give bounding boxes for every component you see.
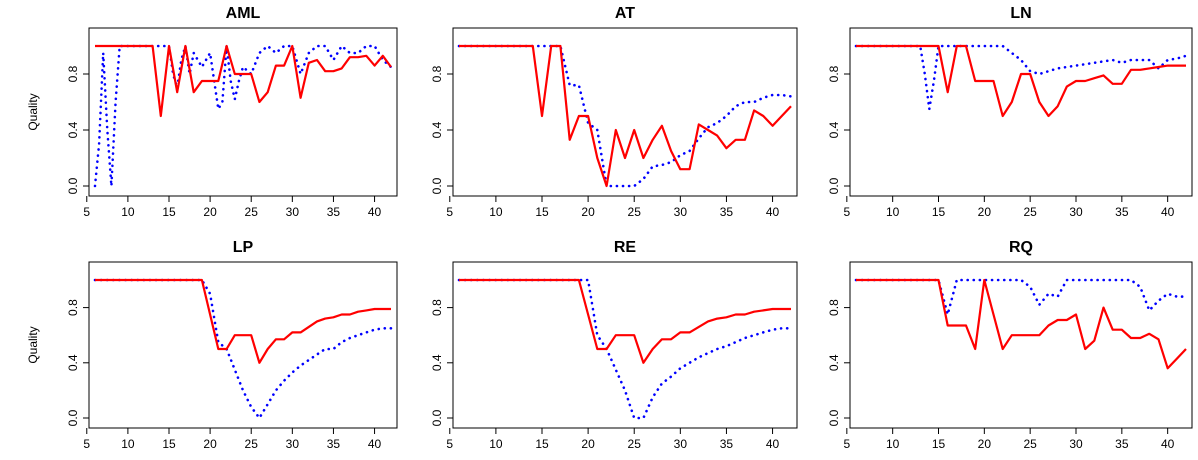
x-tick-label: 30 — [286, 437, 300, 451]
series-line-dotted-blue — [93, 278, 393, 420]
chart-title: RQ — [1009, 239, 1033, 256]
chart-title: AML — [226, 5, 261, 22]
x-tick-label: 35 — [720, 437, 734, 451]
x-tick-label: 10 — [489, 437, 503, 451]
series-line-solid-red — [95, 278, 391, 364]
x-tick-label: 20 — [203, 437, 217, 451]
y-tick-label: 0.8 — [66, 299, 80, 316]
y-axis-label: Quality — [26, 326, 40, 363]
series-line-solid-red — [856, 44, 1186, 118]
y-tick-label: 0.8 — [66, 65, 80, 82]
y-tick-label: 0.4 — [430, 121, 444, 138]
x-tick-label: 10 — [489, 205, 503, 219]
x-tick-label: 20 — [581, 437, 595, 451]
chart-title: LN — [1010, 5, 1031, 22]
x-tick-label: 30 — [1069, 437, 1083, 451]
x-tick-label: 5 — [843, 437, 850, 451]
x-tick-label: 20 — [581, 205, 595, 219]
x-tick-label: 20 — [203, 205, 217, 219]
y-tick-label: 0.8 — [430, 299, 444, 316]
y-tick-label: 0.4 — [827, 354, 841, 371]
y-tick-label: 0.4 — [827, 121, 841, 138]
x-tick-label: 10 — [121, 205, 135, 219]
chart-panel-rq: RQ 5 10 15 20 25 30 35 40 0.0 0.4 0.8 — [827, 239, 1193, 451]
x-tick-label: 25 — [628, 205, 642, 219]
x-tick-label: 5 — [83, 437, 90, 451]
x-tick-label: 15 — [932, 437, 946, 451]
x-tick-label: 25 — [245, 437, 259, 451]
series-line-solid-red — [95, 44, 392, 118]
x-tick-label: 15 — [535, 437, 549, 451]
x-tick-label: 15 — [162, 437, 176, 451]
y-tick-label: 0.4 — [430, 354, 444, 371]
x-tick-label: 20 — [978, 437, 992, 451]
chart-panel-aml: AML Quality 5 10 15 20 25 30 35 40 0.0 0.4 0.8 — [26, 5, 398, 219]
plot-frame — [452, 261, 798, 429]
plot-frame — [849, 261, 1193, 429]
x-tick-label: 10 — [886, 437, 900, 451]
x-tick-label: 15 — [932, 205, 946, 219]
x-tick-label: 15 — [162, 205, 176, 219]
chart-panel-at: AT 5 10 15 20 25 30 35 40 0.0 0.4 0.8 — [430, 5, 798, 219]
y-tick-label: 0.0 — [827, 177, 841, 194]
x-tick-label: 35 — [327, 437, 341, 451]
plot-frame — [88, 27, 398, 197]
plot-frame — [452, 27, 798, 197]
x-tick-label: 35 — [1115, 437, 1129, 451]
series-line-solid-red — [459, 278, 791, 364]
y-tick-label: 0.0 — [66, 409, 80, 426]
x-tick-label: 10 — [886, 205, 900, 219]
series-line-dotted-blue — [854, 278, 1188, 316]
chart-title: RE — [614, 239, 637, 256]
x-tick-label: 20 — [978, 205, 992, 219]
y-tick-label: 0.8 — [827, 299, 841, 316]
x-tick-label: 40 — [766, 205, 780, 219]
x-tick-label: 15 — [535, 205, 549, 219]
y-tick-label: 0.4 — [66, 121, 80, 138]
x-tick-label: 35 — [327, 205, 341, 219]
x-tick-label: 35 — [720, 205, 734, 219]
x-tick-label: 5 — [446, 205, 453, 219]
x-tick-label: 5 — [446, 437, 453, 451]
x-tick-label: 25 — [628, 437, 642, 451]
y-tick-label: 0.0 — [827, 409, 841, 426]
x-tick-label: 40 — [766, 437, 780, 451]
y-tick-label: 0.0 — [66, 177, 80, 194]
x-tick-label: 35 — [1115, 205, 1129, 219]
x-tick-label: 30 — [674, 437, 688, 451]
y-tick-label: 0.8 — [827, 65, 841, 82]
x-tick-label: 30 — [674, 205, 688, 219]
series-line-solid-red — [856, 278, 1187, 370]
y-tick-label: 0.4 — [66, 354, 80, 371]
y-tick-label: 0.0 — [430, 409, 444, 426]
x-tick-label: 30 — [286, 205, 300, 219]
plot-frame — [88, 261, 398, 429]
x-tick-label: 30 — [1069, 205, 1083, 219]
chart-panel-ln: LN 5 10 15 20 25 30 35 40 0.0 0.4 0.8 — [827, 5, 1193, 219]
x-tick-label: 25 — [1023, 437, 1037, 451]
x-tick-label: 40 — [1161, 205, 1175, 219]
series-line-dotted-blue — [93, 44, 393, 188]
y-axis-label: Quality — [26, 93, 40, 130]
x-tick-label: 5 — [83, 205, 90, 219]
chart-title: AT — [615, 5, 635, 22]
x-tick-label: 40 — [1161, 437, 1175, 451]
plot-frame — [849, 27, 1193, 197]
x-tick-label: 5 — [843, 205, 850, 219]
y-tick-label: 0.8 — [430, 65, 444, 82]
x-tick-label: 25 — [245, 205, 259, 219]
x-tick-label: 25 — [1023, 205, 1037, 219]
x-tick-label: 40 — [368, 437, 382, 451]
series-line-dotted-blue — [854, 44, 1188, 111]
x-tick-label: 40 — [368, 205, 382, 219]
series-line-dotted-blue — [457, 44, 793, 188]
chart-panel-re: RE 5 10 15 20 25 30 35 40 0.0 0.4 0.8 — [430, 239, 798, 451]
chart-panel-lp: LP Quality 5 10 15 20 25 30 35 40 0.0 0.4 0.8 — [26, 239, 398, 451]
y-tick-label: 0.0 — [430, 177, 444, 194]
series-line-dotted-blue — [457, 278, 793, 420]
chart-title: LP — [233, 239, 254, 256]
series-line-solid-red — [459, 44, 792, 188]
x-tick-label: 10 — [121, 437, 135, 451]
